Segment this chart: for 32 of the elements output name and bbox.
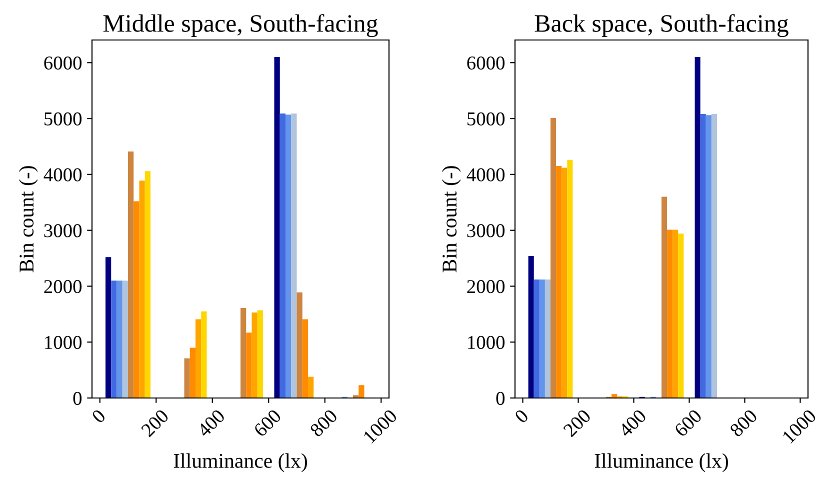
y-axis-title: Bin count (-) <box>442 166 461 272</box>
y-tick-label: 2000 <box>44 280 82 294</box>
x-tick-label: 800 <box>729 408 758 438</box>
x-tick-label: 800 <box>309 408 338 438</box>
x-axis-title: Illuminance (lx) <box>594 453 728 472</box>
x-tick-label: 400 <box>196 408 226 438</box>
y-tick-label: 0 <box>496 392 505 405</box>
y-axis-title: Bin count (-) <box>18 166 38 272</box>
y-tick-label: 5000 <box>468 112 505 126</box>
x-tick-label: 0 <box>91 408 106 424</box>
y-tick-label: 2000 <box>467 280 505 294</box>
chart-title: Back space, South-facing <box>534 14 788 38</box>
x-tick-label: 200 <box>562 408 592 438</box>
y-tick-label: 6000 <box>467 56 505 70</box>
chart-title: Middle space, South-facing <box>103 14 378 38</box>
y-tick-label: 1000 <box>468 336 505 350</box>
y-tick-label: 1000 <box>45 336 82 350</box>
x-tick-label: 0 <box>514 408 530 424</box>
y-tick-label: 0 <box>73 392 82 405</box>
y-tick-label: 6000 <box>44 56 82 70</box>
x-tick-label: 1000 <box>362 408 398 444</box>
x-tick-label: 600 <box>253 408 282 438</box>
x-tick-label: 600 <box>674 408 702 438</box>
x-axis-title: Illuminance (lx) <box>174 453 307 472</box>
y-tick-label: 3000 <box>44 224 82 238</box>
y-tick-label: 5000 <box>44 112 82 126</box>
x-tick-label: 1000 <box>782 408 817 444</box>
x-tick-label: 200 <box>140 408 170 438</box>
y-tick-label: 3000 <box>467 224 505 238</box>
y-tick-label: 4000 <box>466 168 505 182</box>
x-tick-label: 400 <box>618 408 647 438</box>
y-tick-label: 4000 <box>44 168 82 182</box>
